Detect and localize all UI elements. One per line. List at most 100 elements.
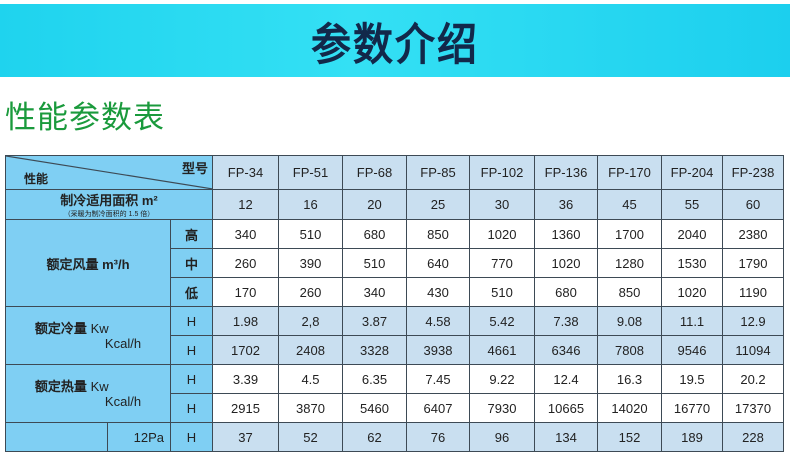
cooling-value: 7808 <box>597 335 662 365</box>
model-header: FP-102 <box>469 155 535 190</box>
model-header: FP-170 <box>597 155 662 190</box>
cooling-value: 9.08 <box>597 306 662 336</box>
area-label: 制冷适用面积 m² （采暖为制冷面积的 1.5 倍） <box>5 189 213 220</box>
area-value: 45 <box>597 189 662 220</box>
pressure-value: 134 <box>534 422 598 452</box>
pressure-value: 37 <box>212 422 279 452</box>
heating-value: 17370 <box>722 393 784 423</box>
heating-value: 6407 <box>406 393 470 423</box>
heating-label-text: 额定热量 <box>34 378 87 394</box>
model-header: FP-34 <box>212 155 279 190</box>
area-value: 16 <box>278 189 343 220</box>
cooling-unit-kw: Kw <box>90 320 109 336</box>
model-header: FP-136 <box>534 155 598 190</box>
cooling-value: 12.9 <box>722 306 784 336</box>
airflow-value: 680 <box>534 277 598 307</box>
heating-value: 3.39 <box>212 364 279 394</box>
cooling-value: 3328 <box>342 335 407 365</box>
model-label: 型号 <box>181 161 208 176</box>
table-row: H 1702 2408 3328 3938 4661 6346 7808 9546 11094 <box>6 335 784 365</box>
airflow-value: 510 <box>469 277 535 307</box>
cooling-value: 1.98 <box>212 306 279 336</box>
cooling-label: 额定冷量 Kw Kcal/h <box>5 306 171 365</box>
cooling-value: 9546 <box>661 335 723 365</box>
airflow-value: 1020 <box>534 248 598 278</box>
heating-value: 16770 <box>661 393 723 423</box>
table-row: 额定冷量 Kw Kcal/h H 1.98 2,8 3.87 4.58 5.42 7.38 9.0… <box>5 306 784 365</box>
airflow-value: 1190 <box>722 277 784 307</box>
airflow-value: 260 <box>212 248 279 278</box>
area-label-text: 制冷适用面积 m² <box>60 193 158 208</box>
table-row: 低 170 260 340 430 510 680 850 1020 1190 <box>6 277 784 307</box>
cooling-value: 2408 <box>278 335 343 365</box>
area-note: （采暖为制冷面积的 1.5 倍） <box>63 211 155 218</box>
pressure-value: 62 <box>342 422 407 452</box>
cooling-sub-label: H <box>170 306 213 336</box>
airflow-value: 1280 <box>597 248 662 278</box>
airflow-value: 340 <box>212 219 279 249</box>
table-row: 额定热量 Kw Kcal/h H 3.39 4.5 6.35 7.45 9.22 12.4 16.… <box>5 364 784 423</box>
table-row: 12Pa H 37 52 62 76 96 134 152 189 228 <box>5 422 784 452</box>
airflow-speed-label: 低 <box>170 277 213 307</box>
airflow-value: 1530 <box>661 248 723 278</box>
airflow-value: 510 <box>278 219 343 249</box>
cooling-value: 5.42 <box>469 306 535 336</box>
banner-title: 参数介绍 <box>311 19 479 71</box>
airflow-speed-label: 高 <box>170 219 213 249</box>
area-value: 36 <box>534 189 598 220</box>
area-value: 30 <box>469 189 535 220</box>
area-value: 55 <box>661 189 723 220</box>
model-header: FP-68 <box>342 155 407 190</box>
airflow-value: 770 <box>469 248 535 278</box>
performance-table: 型号 性能 FP-34 FP-51 FP-68 FP-85 FP-102 FP-136 FP-1… <box>5 155 784 452</box>
airflow-value: 260 <box>278 277 343 307</box>
airflow-label: 额定风量 m³/h <box>5 219 171 307</box>
pressure-value: 76 <box>406 422 470 452</box>
airflow-value: 340 <box>342 277 407 307</box>
heating-value: 16.3 <box>597 364 662 394</box>
airflow-value: 1700 <box>597 219 662 249</box>
diagonal-line <box>6 156 212 189</box>
pressure-value: 228 <box>722 422 784 452</box>
heating-sub-label: H <box>170 364 213 394</box>
cooling-value: 1702 <box>212 335 279 365</box>
model-header: FP-85 <box>406 155 470 190</box>
pressure-sub-label: H <box>170 422 213 452</box>
airflow-speed-label: 中 <box>170 248 213 278</box>
heating-unit-kw: Kw <box>90 378 109 394</box>
heating-value: 9.22 <box>469 364 535 394</box>
cooling-value: 3.87 <box>342 306 407 336</box>
pressure-label: 12Pa <box>107 422 171 452</box>
heating-value: 7930 <box>469 393 535 423</box>
heating-value: 6.35 <box>342 364 407 394</box>
heating-value: 3870 <box>278 393 343 423</box>
cooling-value: 11094 <box>722 335 784 365</box>
pressure-group-label <box>5 422 108 452</box>
pressure-value: 52 <box>278 422 343 452</box>
heating-label: 额定热量 Kw Kcal/h <box>5 364 171 423</box>
heating-value: 19.5 <box>661 364 723 394</box>
airflow-value: 680 <box>342 219 407 249</box>
airflow-value: 850 <box>406 219 470 249</box>
airflow-value: 1020 <box>661 277 723 307</box>
heating-value: 12.4 <box>534 364 598 394</box>
cooling-unit-kcal: Kcal/h <box>104 335 142 351</box>
table-row: 制冷适用面积 m² （采暖为制冷面积的 1.5 倍） 12 16 20 25 30 36 45 5… <box>5 189 784 220</box>
heating-value: 14020 <box>597 393 662 423</box>
table-row: 型号 性能 FP-34 FP-51 FP-68 FP-85 FP-102 FP-136 FP-1… <box>5 155 784 190</box>
airflow-value: 1020 <box>469 219 535 249</box>
heating-value: 4.5 <box>278 364 343 394</box>
area-value: 60 <box>722 189 784 220</box>
pressure-value: 189 <box>661 422 723 452</box>
airflow-value: 390 <box>278 248 343 278</box>
heating-value: 10665 <box>534 393 598 423</box>
area-value: 25 <box>406 189 470 220</box>
header-corner: 型号性能 <box>5 155 213 190</box>
airflow-value: 1790 <box>722 248 784 278</box>
model-header: FP-238 <box>722 155 784 190</box>
pressure-value: 96 <box>469 422 535 452</box>
performance-label: 性能 <box>24 172 49 186</box>
heating-value: 7.45 <box>406 364 470 394</box>
airflow-value: 170 <box>212 277 279 307</box>
airflow-value: 510 <box>342 248 407 278</box>
